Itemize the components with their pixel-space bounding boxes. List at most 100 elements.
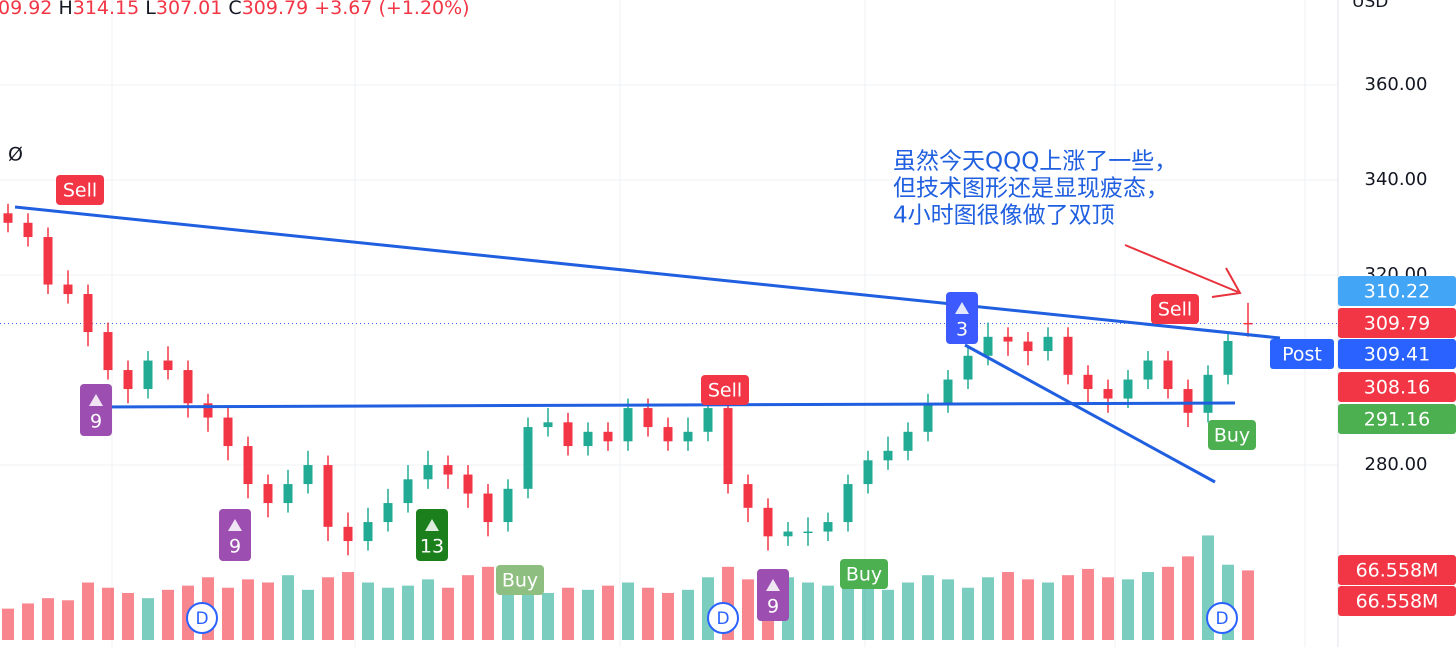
signal-label: Sell [63, 180, 97, 202]
price-tag [1338, 308, 1456, 338]
low-value: 307.01 [156, 0, 222, 19]
candle-body [503, 488, 513, 523]
ohlc-header: 09.92 H314.15 L307.01 C309.79 +3.67 (+1.… [0, 0, 470, 19]
signal-label-box [757, 569, 789, 621]
close-value: 309.79 [242, 0, 308, 19]
signal-arrow [89, 394, 103, 406]
event-marker [1206, 602, 1238, 634]
candle-body [863, 460, 873, 485]
close-label: C [228, 0, 241, 19]
candle-body [963, 355, 973, 380]
volume-bar [582, 589, 594, 640]
volume-bar [22, 603, 34, 640]
currency: USD [1352, 0, 1388, 12]
annotation-line: 4小时图很像做了双顶 [893, 203, 1115, 229]
candle-body [583, 431, 593, 447]
candle-body [63, 284, 73, 295]
price-tag-label: 309.41 [1364, 344, 1430, 366]
volume-bar [402, 585, 414, 640]
y-tick-label: 340.00 [1365, 169, 1428, 190]
volume-bar [222, 587, 234, 640]
annotation: 虽然今天QQQ上涨了一些， 但技术图形还是显现疲态， 4小时图很像做了双顶 [893, 149, 1177, 229]
signal-label: 3 [956, 319, 968, 341]
annotation-line: 但技术图形还是显现疲态， [893, 176, 1169, 202]
candle-body [323, 465, 333, 527]
volume-bar [962, 587, 974, 640]
event-marker-label: D [1215, 609, 1228, 629]
price-tag-prefix [1270, 339, 1334, 369]
candle-body [703, 408, 713, 432]
candle-body [783, 531, 793, 537]
candle-body [623, 408, 633, 442]
candle-body [743, 484, 753, 508]
volume-bar [602, 585, 614, 640]
candle-body [1043, 336, 1053, 352]
price-tag [1338, 372, 1456, 402]
volume-bar [122, 592, 134, 640]
signal-label-box [1208, 420, 1256, 450]
open-value: 09.92 [0, 0, 52, 19]
price-tag-label: 291.16 [1364, 409, 1430, 431]
candle-body [103, 332, 113, 371]
price-tag [1338, 339, 1456, 369]
volume-bar [682, 589, 694, 640]
trend-lines [14, 205, 1281, 484]
event-marker [186, 602, 218, 634]
volume-bar [262, 582, 274, 640]
signal-label: Buy [846, 564, 882, 586]
signal-label: 9 [229, 536, 241, 558]
candle-body [443, 465, 453, 475]
price-tag-prefix-label: Post [1282, 344, 1322, 366]
signal-label: 13 [420, 536, 444, 558]
volume-bar [482, 566, 494, 640]
price-tag-label: 308.16 [1364, 377, 1430, 399]
indicator-symbol: Ø [8, 144, 23, 166]
candle-body [483, 493, 493, 523]
candle-body [463, 474, 473, 494]
high-label: H [58, 0, 72, 19]
signal-label-box [80, 384, 112, 436]
volume-bar [362, 582, 374, 640]
signal-label-box [701, 375, 749, 405]
candle-body [603, 431, 613, 442]
signal-label-box [416, 509, 448, 561]
candle-body [1063, 336, 1073, 375]
y-tick-label: 360.00 [1365, 74, 1428, 95]
volume-bar [1082, 568, 1094, 640]
candle-body [1183, 389, 1193, 413]
volume-bar [1062, 575, 1074, 640]
price-tag-label: 310.22 [1364, 281, 1430, 303]
candle-body [1083, 374, 1093, 390]
volume-bar [142, 598, 154, 640]
candle-body [383, 503, 393, 523]
candle-body [263, 484, 273, 504]
price-tag-label: 66.558M [1356, 560, 1439, 582]
high-value: 314.15 [73, 0, 139, 19]
volume-bar [642, 587, 654, 640]
candle-body [163, 360, 173, 371]
volume-bar [1242, 570, 1254, 640]
volume-bar [422, 579, 434, 640]
price-tag [1338, 586, 1456, 616]
candle-body [1203, 374, 1213, 413]
candle-body [543, 422, 553, 428]
signal-label-box [56, 175, 104, 205]
candle-body [223, 417, 233, 447]
signal-label-box [1151, 294, 1199, 324]
candle-body [1023, 341, 1033, 352]
candle-body [1223, 340, 1233, 375]
volume-bar [862, 587, 874, 640]
signal-arrow [955, 302, 969, 314]
candle-body [1123, 379, 1133, 399]
volume-bar [742, 579, 754, 640]
candle-body [983, 336, 993, 356]
candle-body [883, 450, 893, 461]
candle-body [843, 484, 853, 523]
candle-body [1243, 322, 1253, 325]
candle-body [763, 507, 773, 537]
annotation-line: 虽然今天QQQ上涨了一些， [893, 149, 1177, 175]
candle-body [1143, 360, 1153, 380]
signal-label: Sell [708, 380, 742, 402]
signal-label: Buy [502, 570, 538, 592]
